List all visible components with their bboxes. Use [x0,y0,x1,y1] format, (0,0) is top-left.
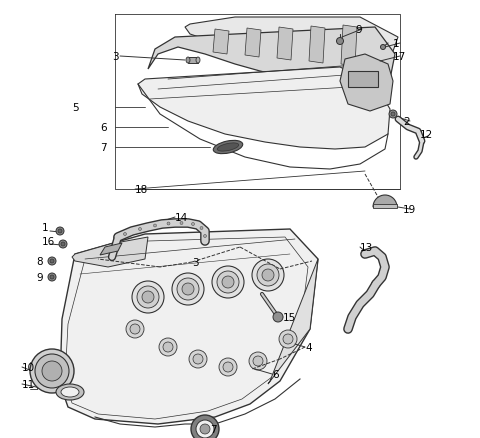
Text: 17: 17 [393,52,406,62]
Circle shape [391,113,395,117]
Text: 6: 6 [272,369,278,379]
Text: 18: 18 [135,184,148,194]
Circle shape [123,233,127,236]
Circle shape [191,415,219,438]
Circle shape [279,330,297,348]
Text: 11: 11 [22,379,35,389]
Text: 19: 19 [403,205,416,215]
Polygon shape [213,30,229,55]
Polygon shape [340,55,393,112]
Polygon shape [148,28,395,90]
Circle shape [126,320,144,338]
Circle shape [177,279,199,300]
Circle shape [50,276,54,279]
Ellipse shape [56,384,84,400]
Text: 3: 3 [112,52,119,62]
Text: 14: 14 [175,212,188,223]
Polygon shape [72,237,148,267]
Circle shape [389,111,397,119]
Polygon shape [100,244,122,255]
Polygon shape [277,28,293,61]
Circle shape [336,39,344,46]
Circle shape [180,222,183,225]
Polygon shape [60,230,318,424]
Circle shape [200,424,210,434]
Polygon shape [138,68,390,150]
Circle shape [137,286,159,308]
Circle shape [172,273,204,305]
Circle shape [50,259,54,263]
Circle shape [193,354,203,364]
Circle shape [217,272,239,293]
Circle shape [58,230,62,233]
Polygon shape [268,259,318,384]
Text: 4: 4 [305,342,312,352]
Circle shape [132,281,164,313]
Circle shape [48,258,56,265]
Circle shape [56,227,64,236]
Circle shape [283,334,293,344]
Circle shape [163,342,173,352]
Circle shape [262,269,274,281]
Text: 7: 7 [100,143,107,153]
Polygon shape [341,26,357,67]
Circle shape [223,362,233,372]
Circle shape [61,243,65,247]
Circle shape [48,273,56,281]
Text: 6: 6 [100,123,107,133]
Text: 8: 8 [36,256,43,266]
Text: 1: 1 [42,223,48,233]
Circle shape [167,223,170,226]
Circle shape [139,228,142,231]
Circle shape [196,420,214,438]
Circle shape [381,46,385,50]
Text: 2: 2 [403,117,409,127]
Text: 16: 16 [42,237,55,247]
Polygon shape [373,205,397,208]
Circle shape [219,358,237,376]
Ellipse shape [213,141,243,154]
Ellipse shape [61,387,79,397]
Polygon shape [188,58,198,64]
Circle shape [30,349,74,393]
Text: 15: 15 [283,312,296,322]
Wedge shape [373,195,397,208]
Circle shape [212,266,244,298]
Text: 12: 12 [420,130,433,140]
Circle shape [189,350,207,368]
Circle shape [252,259,284,291]
Polygon shape [309,27,325,64]
Circle shape [154,225,156,227]
Circle shape [59,240,67,248]
Text: 9: 9 [36,272,43,283]
Text: 13: 13 [360,243,373,252]
Circle shape [222,276,234,288]
Ellipse shape [196,58,200,64]
Circle shape [249,352,267,370]
Polygon shape [348,72,378,88]
Text: 7: 7 [210,424,216,434]
Circle shape [35,354,69,388]
Text: 1: 1 [393,39,400,49]
Circle shape [130,324,140,334]
Text: 5: 5 [72,103,79,113]
Circle shape [200,227,203,230]
Text: 9: 9 [355,25,361,35]
Ellipse shape [217,144,239,152]
Circle shape [204,235,206,238]
Text: 10: 10 [22,362,35,372]
Ellipse shape [186,58,190,64]
Circle shape [142,291,154,303]
Text: 3: 3 [192,258,199,267]
Polygon shape [245,29,261,58]
Circle shape [192,223,194,226]
Circle shape [182,283,194,295]
Circle shape [159,338,177,356]
Circle shape [257,265,279,286]
Circle shape [253,356,263,366]
Circle shape [42,361,62,381]
Circle shape [273,312,283,322]
Polygon shape [185,18,398,60]
